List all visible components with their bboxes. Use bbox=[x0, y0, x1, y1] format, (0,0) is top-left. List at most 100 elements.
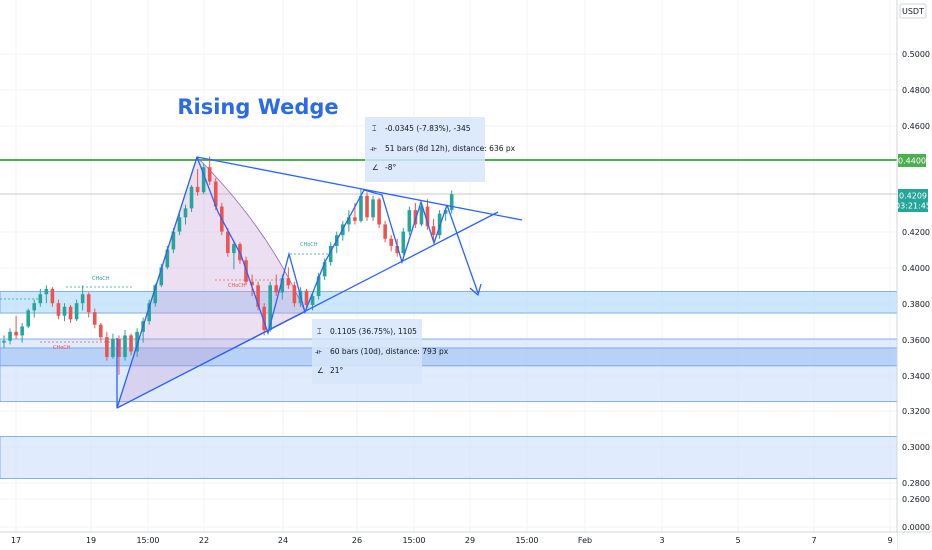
price-tick-label: 0.4200 bbox=[902, 228, 930, 237]
candle-body bbox=[207, 167, 212, 182]
level-price-tag bbox=[898, 154, 926, 167]
candle-body bbox=[171, 231, 176, 250]
candle-body bbox=[401, 231, 406, 254]
measure-1-bars: 51 bars (8d 12h), distance: 636 px bbox=[385, 144, 516, 153]
price-tick-label: 0.3800 bbox=[902, 300, 930, 309]
last-price-text: 0.4209 bbox=[899, 192, 927, 201]
candle-body bbox=[195, 186, 200, 193]
wedge-line-upper bbox=[196, 156, 523, 221]
wave-path bbox=[196, 156, 448, 336]
time-tick-label: 17 bbox=[11, 536, 21, 545]
price-tick-label: 0.3000 bbox=[902, 443, 930, 452]
time-axis-bg bbox=[0, 532, 897, 550]
candle-body bbox=[431, 226, 436, 236]
measure-box-2 bbox=[312, 319, 422, 384]
candle-body bbox=[425, 206, 430, 227]
candle-body bbox=[111, 339, 115, 357]
countdown-text: 03:21:45 bbox=[895, 202, 931, 211]
candle-body bbox=[395, 245, 400, 254]
price-tick-label: 0.3200 bbox=[902, 407, 930, 416]
measure-2-angle: 21° bbox=[330, 366, 344, 375]
candle-body bbox=[80, 294, 85, 304]
candle-body bbox=[359, 195, 363, 221]
price-tick-label: 0.2800 bbox=[902, 479, 930, 488]
level-price-text: 0.4400 bbox=[898, 157, 926, 166]
measure-2-bars: 60 bars (10d), distance: 793 px bbox=[330, 347, 449, 356]
candle-body bbox=[328, 245, 333, 263]
candle-body bbox=[50, 288, 55, 304]
projection-arrow bbox=[446, 204, 479, 294]
candle-body bbox=[407, 210, 412, 232]
candle-body bbox=[2, 340, 6, 343]
time-tick-label: 24 bbox=[278, 536, 288, 545]
candle-body bbox=[147, 303, 151, 322]
range-icon: ⌶ bbox=[317, 327, 322, 336]
pattern-drawings bbox=[116, 156, 523, 409]
time-tick-label: 29 bbox=[465, 536, 475, 545]
price-axis-bg bbox=[897, 0, 932, 550]
wedge-line-left bbox=[116, 156, 198, 409]
currency-label: USDT bbox=[902, 7, 924, 16]
candle-body bbox=[304, 290, 309, 305]
candle-body bbox=[250, 281, 254, 286]
candle-body bbox=[56, 303, 61, 316]
price-axis[interactable]: 0.5000 0.4800 0.4600 0.4200 0.4000 0.3800 0.36… bbox=[902, 50, 930, 532]
measure-box-1 bbox=[365, 117, 485, 182]
candle-body bbox=[389, 238, 393, 246]
bars-icon: ⟛ bbox=[315, 347, 323, 356]
candle-body bbox=[201, 167, 206, 193]
last-price-tag bbox=[898, 189, 928, 212]
candle-body bbox=[62, 306, 67, 316]
candle-body bbox=[274, 285, 279, 293]
price-tick-label: 0.4600 bbox=[902, 122, 930, 131]
candle-body bbox=[383, 224, 387, 239]
choch-label: CHoCH bbox=[53, 345, 71, 351]
time-axis[interactable]: 17 19 15:00 22 24 26 15:00 29 15:00 Feb 3 5 7 9 bbox=[11, 536, 893, 545]
price-tick-label: 0.5000 bbox=[902, 50, 930, 59]
time-tick-label: 5 bbox=[735, 536, 740, 545]
candle-body bbox=[129, 335, 133, 352]
measure-1-angle: -8° bbox=[385, 163, 396, 172]
candle-body bbox=[135, 331, 139, 352]
arrow-head bbox=[469, 283, 482, 297]
candle-body bbox=[268, 285, 272, 331]
candle-body bbox=[413, 210, 418, 225]
price-tick-label: 0.4000 bbox=[902, 264, 930, 273]
time-tick-label: 26 bbox=[352, 536, 362, 545]
candle-body bbox=[322, 262, 327, 277]
measure-panel-2: ⌶ 0.1105 (36.75%), 1105 ⟛ 60 bars (10d),… bbox=[315, 327, 449, 375]
candle-body bbox=[232, 244, 236, 254]
candle-body bbox=[26, 310, 30, 327]
time-tick-label: 9 bbox=[887, 536, 892, 545]
candle-body bbox=[256, 285, 260, 307]
price-tick-label: 0.2600 bbox=[902, 495, 930, 504]
time-tick-label: 15:00 bbox=[136, 536, 159, 545]
zone-rect bbox=[0, 291, 898, 314]
time-tick-label: 15:00 bbox=[515, 536, 538, 545]
candle-body bbox=[183, 208, 188, 218]
candle-body bbox=[419, 206, 424, 225]
chart-title: Rising Wedge bbox=[177, 95, 338, 119]
candle-body bbox=[280, 278, 285, 293]
price-tick-label: 0.0000 bbox=[902, 523, 930, 532]
candle-body bbox=[86, 294, 91, 313]
time-tick-label: 7 bbox=[811, 536, 816, 545]
candle-body bbox=[14, 331, 18, 336]
candle-body bbox=[316, 276, 321, 297]
zone-rect bbox=[0, 436, 898, 480]
time-tick-label: 15:00 bbox=[402, 536, 425, 545]
candle-body bbox=[165, 249, 170, 268]
candle-body bbox=[159, 267, 164, 286]
candle-body bbox=[262, 306, 266, 331]
time-tick-label: 19 bbox=[86, 536, 96, 545]
candle-body bbox=[20, 326, 24, 336]
choch-labels: CHoCH CHoCH CHoCH CHoCH bbox=[53, 242, 318, 351]
candle-body bbox=[32, 303, 37, 311]
currency-badge[interactable] bbox=[899, 3, 927, 19]
angle-icon: ∠ bbox=[372, 163, 379, 172]
candle-body bbox=[99, 324, 103, 338]
time-tick-label: 22 bbox=[199, 536, 209, 545]
candle-body bbox=[123, 335, 127, 357]
candle-body bbox=[292, 285, 297, 304]
